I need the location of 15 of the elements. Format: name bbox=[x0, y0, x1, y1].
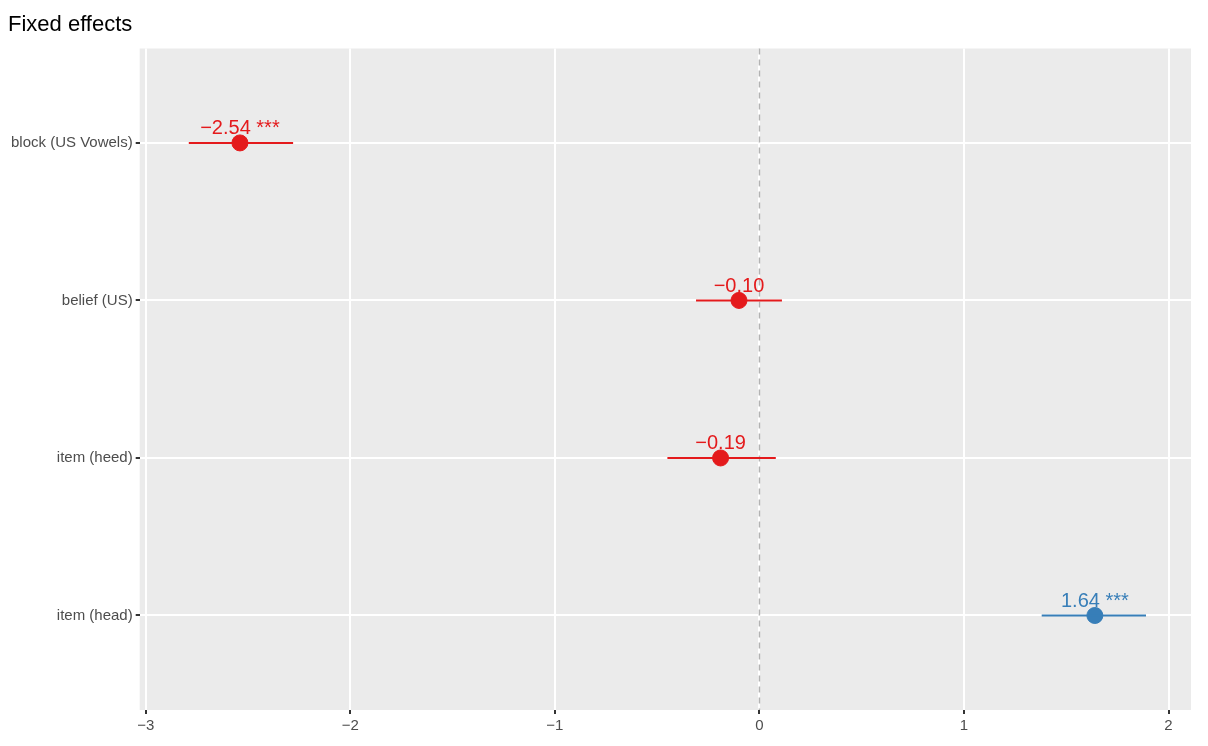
x-tick-label: −3 bbox=[137, 716, 155, 734]
data-label: 1.64 *** bbox=[1060, 589, 1129, 611]
x-tick-label: 0 bbox=[755, 716, 764, 734]
y-tick-label: block (US Vowels) bbox=[10, 133, 133, 151]
chart-title: Fixed effects bbox=[8, 11, 133, 37]
x-tick-label: −1 bbox=[546, 716, 564, 734]
data-label: −2.54 *** bbox=[200, 116, 280, 139]
data-label: −0.19 bbox=[695, 431, 746, 454]
y-tick-label: item (head) bbox=[56, 605, 133, 623]
data-label: −0.10 bbox=[713, 273, 765, 296]
x-tick-label: 1 bbox=[959, 716, 969, 734]
x-tick-label: 2 bbox=[1164, 716, 1173, 734]
x-tick-label: −2 bbox=[341, 716, 359, 734]
y-tick-label: item (heed) bbox=[56, 448, 133, 466]
y-tick-label: belief (US) bbox=[61, 290, 133, 308]
